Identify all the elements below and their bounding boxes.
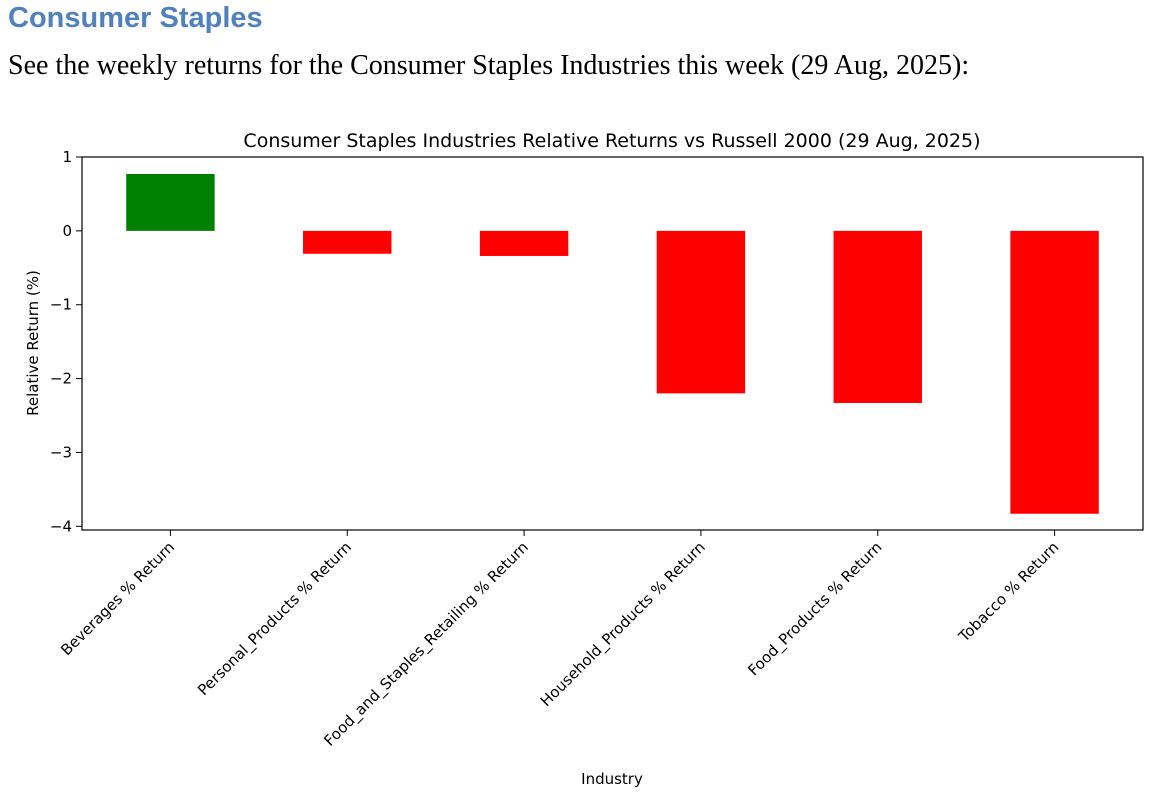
x-tick-label: Food_and_Staples_Retailing % Return bbox=[320, 538, 532, 750]
y-tick-label: −2 bbox=[50, 370, 72, 388]
y-tick-label: −3 bbox=[50, 443, 72, 461]
x-tick-label: Household_Products % Return bbox=[537, 538, 710, 711]
y-tick-label: 1 bbox=[62, 148, 72, 166]
y-tick-label: −1 bbox=[50, 296, 72, 314]
x-tick-label: Beverages % Return bbox=[57, 538, 178, 659]
bar bbox=[1010, 230, 1099, 514]
x-axis-label: Industry bbox=[581, 770, 643, 788]
bar bbox=[656, 230, 746, 394]
x-tick-label: Food_Products % Return bbox=[744, 538, 886, 680]
intro-text: See the weekly returns for the Consumer … bbox=[8, 50, 970, 81]
chart-title: Consumer Staples Industries Relative Ret… bbox=[243, 130, 980, 152]
bar bbox=[833, 230, 922, 403]
bar bbox=[126, 173, 215, 231]
bar bbox=[479, 230, 569, 256]
bar bbox=[303, 230, 392, 254]
bars-layer bbox=[126, 173, 1099, 514]
y-axis-label: Relative Return (%) bbox=[24, 270, 42, 416]
y-tick-label: −4 bbox=[50, 517, 72, 535]
x-tick-label: Personal_Products % Return bbox=[194, 538, 356, 700]
plot-frame bbox=[81, 156, 1144, 531]
x-tick-label: Tobacco % Return bbox=[954, 538, 1062, 646]
y-tick-label: 0 bbox=[62, 222, 72, 240]
section-heading: Consumer Staples bbox=[8, 2, 263, 34]
